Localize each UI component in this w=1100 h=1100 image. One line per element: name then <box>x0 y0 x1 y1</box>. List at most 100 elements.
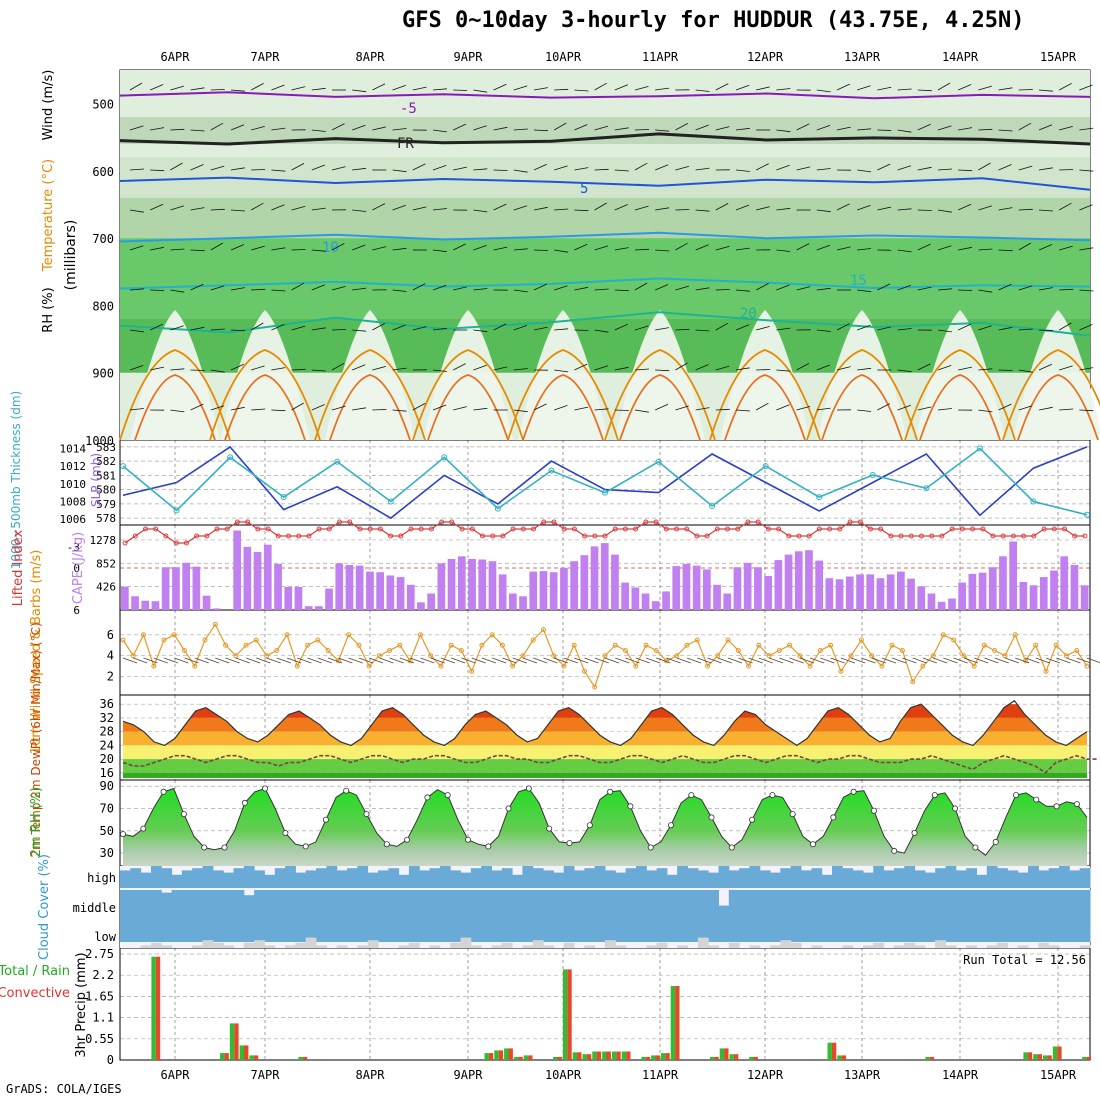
precip-convective-bar <box>929 1056 935 1060</box>
wind-barb <box>190 326 205 331</box>
surface-wind-barb <box>307 657 322 664</box>
cape-bar <box>263 544 272 610</box>
warm-contour <box>821 374 903 441</box>
lifted-index-point <box>959 526 965 532</box>
cape-bar <box>172 567 180 610</box>
wind-barb <box>432 327 447 331</box>
precip-tick-label: 1.1 <box>92 1011 114 1025</box>
cloud-middle-bar <box>460 890 472 942</box>
wind-barb <box>392 289 407 292</box>
wind-barb <box>311 327 326 331</box>
precip-total-bar <box>1052 1046 1058 1060</box>
wind-speed-point <box>725 637 731 643</box>
cape-bar <box>212 608 221 610</box>
cloud-high-bar <box>316 868 327 888</box>
rh-point <box>1053 803 1060 810</box>
wind-barb <box>493 366 508 371</box>
cloud-high-bar <box>398 874 410 888</box>
wind-barb <box>251 83 264 91</box>
lifted-index-point <box>684 526 690 532</box>
wind-barb <box>857 324 871 331</box>
cloud-high-bar <box>439 866 451 888</box>
wind-barb <box>836 246 851 251</box>
lifted-index-point <box>122 540 128 546</box>
date-label-top: 7APR <box>251 50 281 64</box>
surface-wind-barb <box>471 657 486 664</box>
wind-barb <box>594 202 607 211</box>
cloud-low-bar <box>646 945 658 948</box>
precip-total-bar <box>641 1056 646 1060</box>
wind-barb <box>715 365 730 371</box>
surface-wind-barb <box>861 657 876 664</box>
cloud-high-bar <box>491 870 503 888</box>
slp-point <box>869 471 876 478</box>
surface-wind-barb <box>522 657 538 664</box>
wind-speed-point <box>858 637 864 643</box>
dewpoint-line <box>122 754 1098 774</box>
wind-barb <box>251 245 265 251</box>
wind-speed-point <box>756 642 762 648</box>
wind-barb <box>897 165 912 171</box>
wind-barb <box>453 166 467 171</box>
wind-barb <box>1079 204 1093 211</box>
cape-bar <box>468 559 476 610</box>
cloud-low-bar <box>966 945 977 948</box>
surface-wind-barb <box>256 657 271 664</box>
lifted-index-point <box>234 519 240 525</box>
cloud-high-bar <box>728 870 740 888</box>
precip-convective-bar <box>655 1055 660 1060</box>
rh-point <box>931 792 938 799</box>
cape-bar <box>621 582 629 610</box>
lifted-index-point <box>418 526 424 532</box>
cape-bar <box>560 567 568 610</box>
li-tick-label: 0 <box>73 562 80 575</box>
wind-barb <box>1018 122 1032 131</box>
wind-barb <box>958 84 972 91</box>
wind-barb <box>776 88 791 91</box>
wind-barb <box>776 369 791 372</box>
cloud-high-bar <box>801 870 812 888</box>
cloud-high-bar <box>419 870 431 888</box>
wind-barb <box>533 326 548 331</box>
cloud-high-bar <box>904 866 916 888</box>
cape-bar <box>968 573 977 610</box>
cape-bar <box>325 588 333 610</box>
wind-barb <box>836 323 850 331</box>
wind-speed-point <box>182 648 187 653</box>
wind-barb <box>129 365 144 371</box>
wind-barb <box>796 286 811 291</box>
wind-speed-point <box>961 653 967 659</box>
temp-tick-label: 24 <box>100 738 114 752</box>
wind-barb <box>675 209 690 211</box>
date-label-top: 10APR <box>545 50 582 64</box>
wind-barb <box>897 369 912 373</box>
rh-point <box>546 825 553 832</box>
isotherm-label: 20 <box>740 306 757 322</box>
cloud-middle-bar <box>666 890 678 942</box>
cloud-middle-bar <box>398 890 410 942</box>
surface-wind-barb <box>892 657 907 664</box>
wind-speed-point <box>561 663 567 669</box>
wind-barb <box>594 329 609 333</box>
wind-barb <box>675 242 688 251</box>
wind-speed-point <box>807 663 813 669</box>
lifted-index-point <box>714 526 720 532</box>
warm-contour <box>904 349 1016 441</box>
wind-barb <box>473 209 488 213</box>
wind-barb <box>998 403 1012 411</box>
surface-wind-barb <box>666 657 681 664</box>
precip-convective-bar <box>508 1048 513 1060</box>
wind-barb <box>554 208 569 211</box>
wind-barb <box>655 207 670 211</box>
wind-barb <box>978 85 993 91</box>
wind-barb <box>190 164 204 171</box>
rh-line <box>122 787 1088 857</box>
precip-convective-bar <box>528 1055 533 1060</box>
wind-barb <box>937 125 952 131</box>
wind-barb <box>129 245 144 251</box>
wind-barb <box>634 282 648 291</box>
wind-barb <box>1079 247 1094 251</box>
cloud-middle-bar <box>584 890 596 942</box>
cloud-middle-bar <box>863 890 874 942</box>
chart-content: -5 FR 5 10 15 20 <box>119 70 1100 1060</box>
